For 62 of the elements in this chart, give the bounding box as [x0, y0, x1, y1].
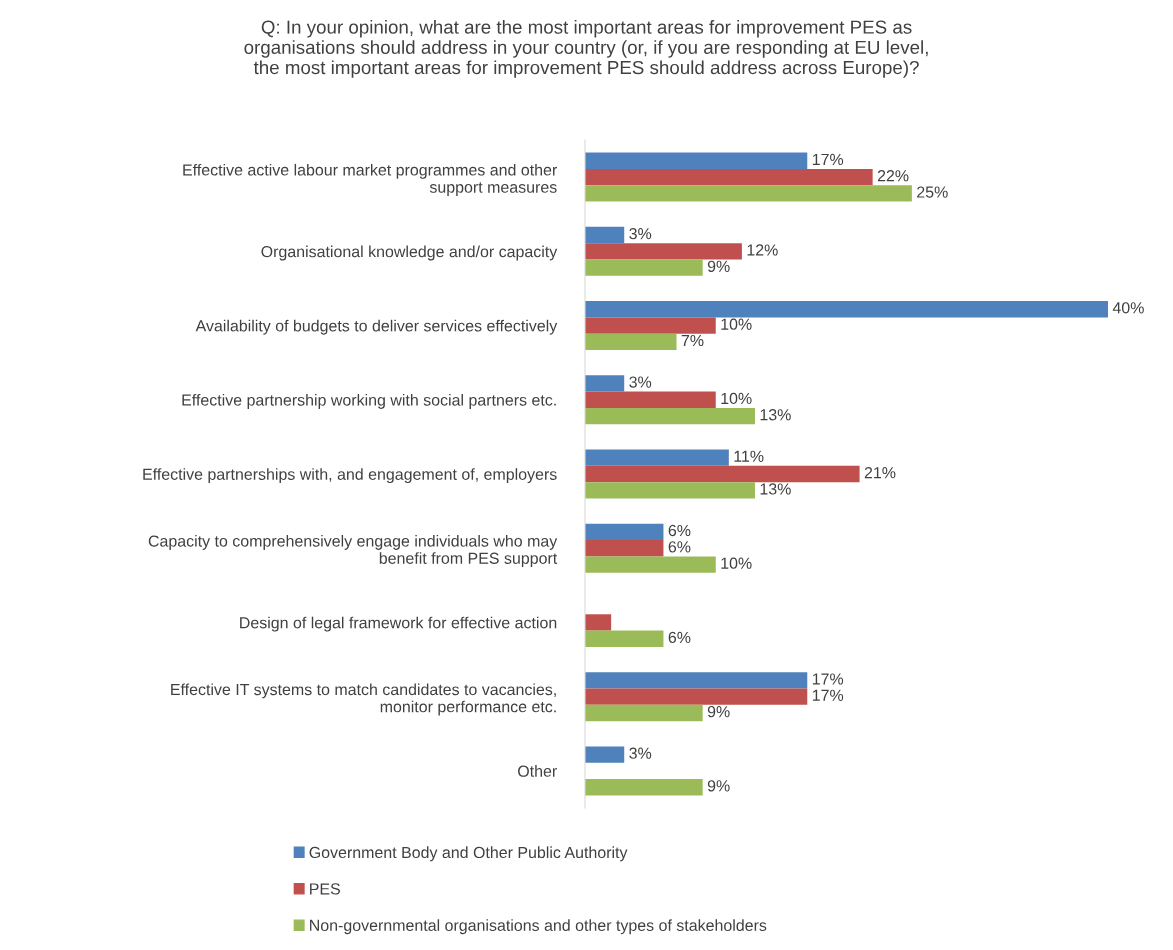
y-tick-label: Capacity to comprehensively engage individuals who may benefit from PES support [148, 534, 558, 568]
bar [585, 407, 755, 425]
bar [585, 630, 664, 647]
data-label: 9% [707, 260, 730, 272]
chart-title: Q: In your opinion, what are the most important areas for improvement PES as organisations should address in your country (or, if you are responding at EU level, the most important areas for improvement PES should address across Europe)? [244, 20, 928, 78]
data-label: 10% [721, 557, 752, 569]
data-label: 7% [681, 334, 704, 347]
bar [585, 449, 729, 466]
data-label: 3% [629, 227, 652, 240]
bar [585, 185, 912, 202]
data-label: 10% [721, 392, 752, 405]
y-tick-label: Effective active labour market programmes and other support measures [183, 163, 557, 196]
data-label: 6% [668, 541, 691, 553]
bar [585, 465, 860, 483]
legend-label: PES [310, 883, 340, 895]
data-label: 25% [917, 186, 948, 198]
data-label: 10% [721, 318, 752, 330]
bar [585, 672, 808, 689]
bar [585, 375, 625, 392]
y-tick-label: Availability of budgets to deliver services effectively [195, 319, 558, 335]
bar [585, 540, 664, 557]
y-tick-label: Other [518, 765, 557, 777]
data-label: 17% [812, 689, 844, 701]
data-label: 21% [864, 466, 896, 479]
legend-label: Government Body and Other Public Authority [309, 846, 628, 862]
bar [585, 333, 677, 351]
bar [585, 226, 625, 244]
bar [585, 259, 703, 276]
data-label: 12% [747, 244, 778, 256]
data-label: 6% [668, 524, 691, 537]
bar [585, 243, 742, 260]
bar [585, 301, 1108, 318]
bar [585, 556, 716, 573]
data-label: 13% [760, 483, 791, 495]
legend-label: Non-governmental organisations and other types of stakeholders [310, 919, 767, 935]
data-label: 40% [1112, 302, 1144, 314]
bar [585, 317, 716, 334]
bar [585, 168, 873, 186]
y-tick-label: Design of legal framework for effective action [240, 616, 557, 632]
bar [585, 704, 703, 722]
data-label: 13% [760, 409, 791, 421]
data-label: 17% [812, 673, 844, 685]
bar [585, 779, 703, 796]
data-label: 3% [629, 747, 652, 759]
bar [585, 614, 612, 631]
data-label: 6% [668, 631, 691, 644]
y-tick-label: Effective partnership working with social partners etc. [182, 393, 556, 409]
data-label: 22% [877, 170, 909, 182]
data-label: 11% [734, 450, 764, 462]
data-label: 3% [629, 376, 652, 388]
y-tick-label: Effective partnerships with, and engagement of, employers [143, 468, 557, 484]
data-label: 17% [812, 153, 844, 166]
y-tick-label: Organisational knowledge and/or capacity [261, 245, 558, 261]
data-label: 9% [707, 705, 730, 718]
data-label: 9% [707, 780, 730, 792]
bar [585, 152, 808, 169]
bar [585, 391, 716, 408]
y-tick-label: Effective IT systems to match candidates to vacancies, monitor performance etc. [171, 683, 556, 716]
bar [585, 746, 625, 763]
bar [585, 523, 664, 541]
bar [585, 688, 808, 705]
bar [585, 482, 755, 499]
